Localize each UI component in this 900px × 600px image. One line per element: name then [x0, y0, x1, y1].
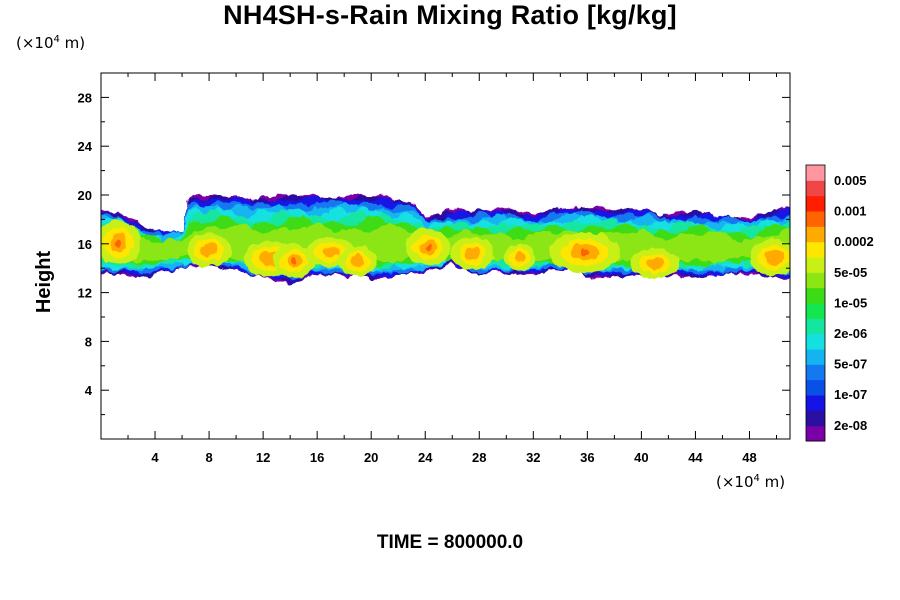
core-blob [200, 243, 218, 257]
colorbar-label: 1e-05 [834, 295, 867, 310]
x-tick-label: 32 [526, 450, 540, 465]
colorbar-swatch [806, 410, 825, 427]
x-tick-label: 8 [205, 450, 212, 465]
y-tick-label: 28 [78, 90, 92, 105]
colorbar-swatch [806, 165, 825, 181]
colorbar-swatch [806, 180, 825, 197]
colorbar-swatch [806, 272, 825, 289]
colorbar-swatch [806, 318, 825, 335]
colorbar-swatch [806, 379, 825, 396]
colorbar-label: 0.001 [834, 204, 867, 219]
y-tick-label: 12 [78, 286, 92, 301]
y-tick-label: 4 [85, 383, 93, 398]
colorbar-label: 5e-05 [834, 265, 867, 280]
chart-title: NH4SH-s-Rain Mixing Ratio [kg/kg] [223, 0, 677, 30]
x-tick-label: 24 [418, 450, 433, 465]
colorbar: 0.005 0.001 0.0002 5e-05 1e-05 2e-06 5e-07 1e-0… [805, 164, 874, 442]
y-axis-unit: (×104 m) [16, 34, 86, 52]
colorbar-label: 0.005 [834, 173, 867, 188]
core-blob [115, 238, 122, 247]
y-axis: 4 8 12 16 20 24 28 [78, 72, 790, 440]
x-tick-label: 44 [688, 450, 703, 465]
core-blob [645, 257, 665, 270]
y-tick-label: 24 [78, 139, 93, 154]
colorbar-label: 2e-06 [834, 326, 867, 341]
x-tick-label: 36 [580, 450, 594, 465]
core-blob [291, 257, 298, 265]
y-tick-label: 20 [78, 188, 92, 203]
x-axis: 4 8 12 16 20 24 28 32 36 40 44 48 [100, 73, 777, 465]
core-blob [350, 255, 365, 267]
time-readout: TIME = 800000.0 [376, 532, 524, 553]
x-tick-label: 16 [310, 450, 324, 465]
colorbar-label: 5e-07 [834, 357, 867, 372]
colorbar-label: 0.0002 [834, 234, 874, 249]
plot-frame [100, 72, 791, 440]
x-tick-label: 4 [151, 450, 159, 465]
x-tick-label: 12 [256, 450, 270, 465]
colorbar-swatch [806, 257, 825, 273]
core-blob [464, 246, 481, 261]
x-tick-label: 48 [742, 450, 756, 465]
colorbar-swatch [806, 303, 825, 319]
core-blob [764, 249, 783, 265]
x-tick-label: 40 [634, 450, 648, 465]
colorbar-frame [805, 164, 826, 442]
x-axis-unit: (×104 m) [716, 473, 786, 491]
y-tick-label: 16 [78, 237, 92, 252]
core-blob [579, 248, 591, 257]
core-blob [424, 243, 432, 252]
colorbar-swatch [806, 395, 825, 411]
x-tick-label: 28 [472, 450, 486, 465]
colorbar-swatch [806, 241, 825, 258]
y-tick-label: 8 [85, 334, 92, 349]
colorbar-swatch [806, 364, 825, 381]
colorbar-swatch [806, 226, 825, 243]
colorbar-swatch [806, 195, 825, 212]
colorbar-swatch [806, 211, 825, 227]
x-tick-label: 20 [364, 450, 378, 465]
colorbar-swatch [806, 333, 825, 350]
core-blob [513, 252, 526, 263]
core-blob [321, 246, 340, 259]
mixing-ratio-field [101, 193, 790, 285]
colorbar-label: 1e-07 [834, 387, 867, 402]
colorbar-label: 2e-08 [834, 418, 867, 433]
colorbar-swatch [806, 287, 825, 304]
colorbar-swatch [806, 349, 825, 365]
colorbar-swatch [806, 425, 825, 442]
